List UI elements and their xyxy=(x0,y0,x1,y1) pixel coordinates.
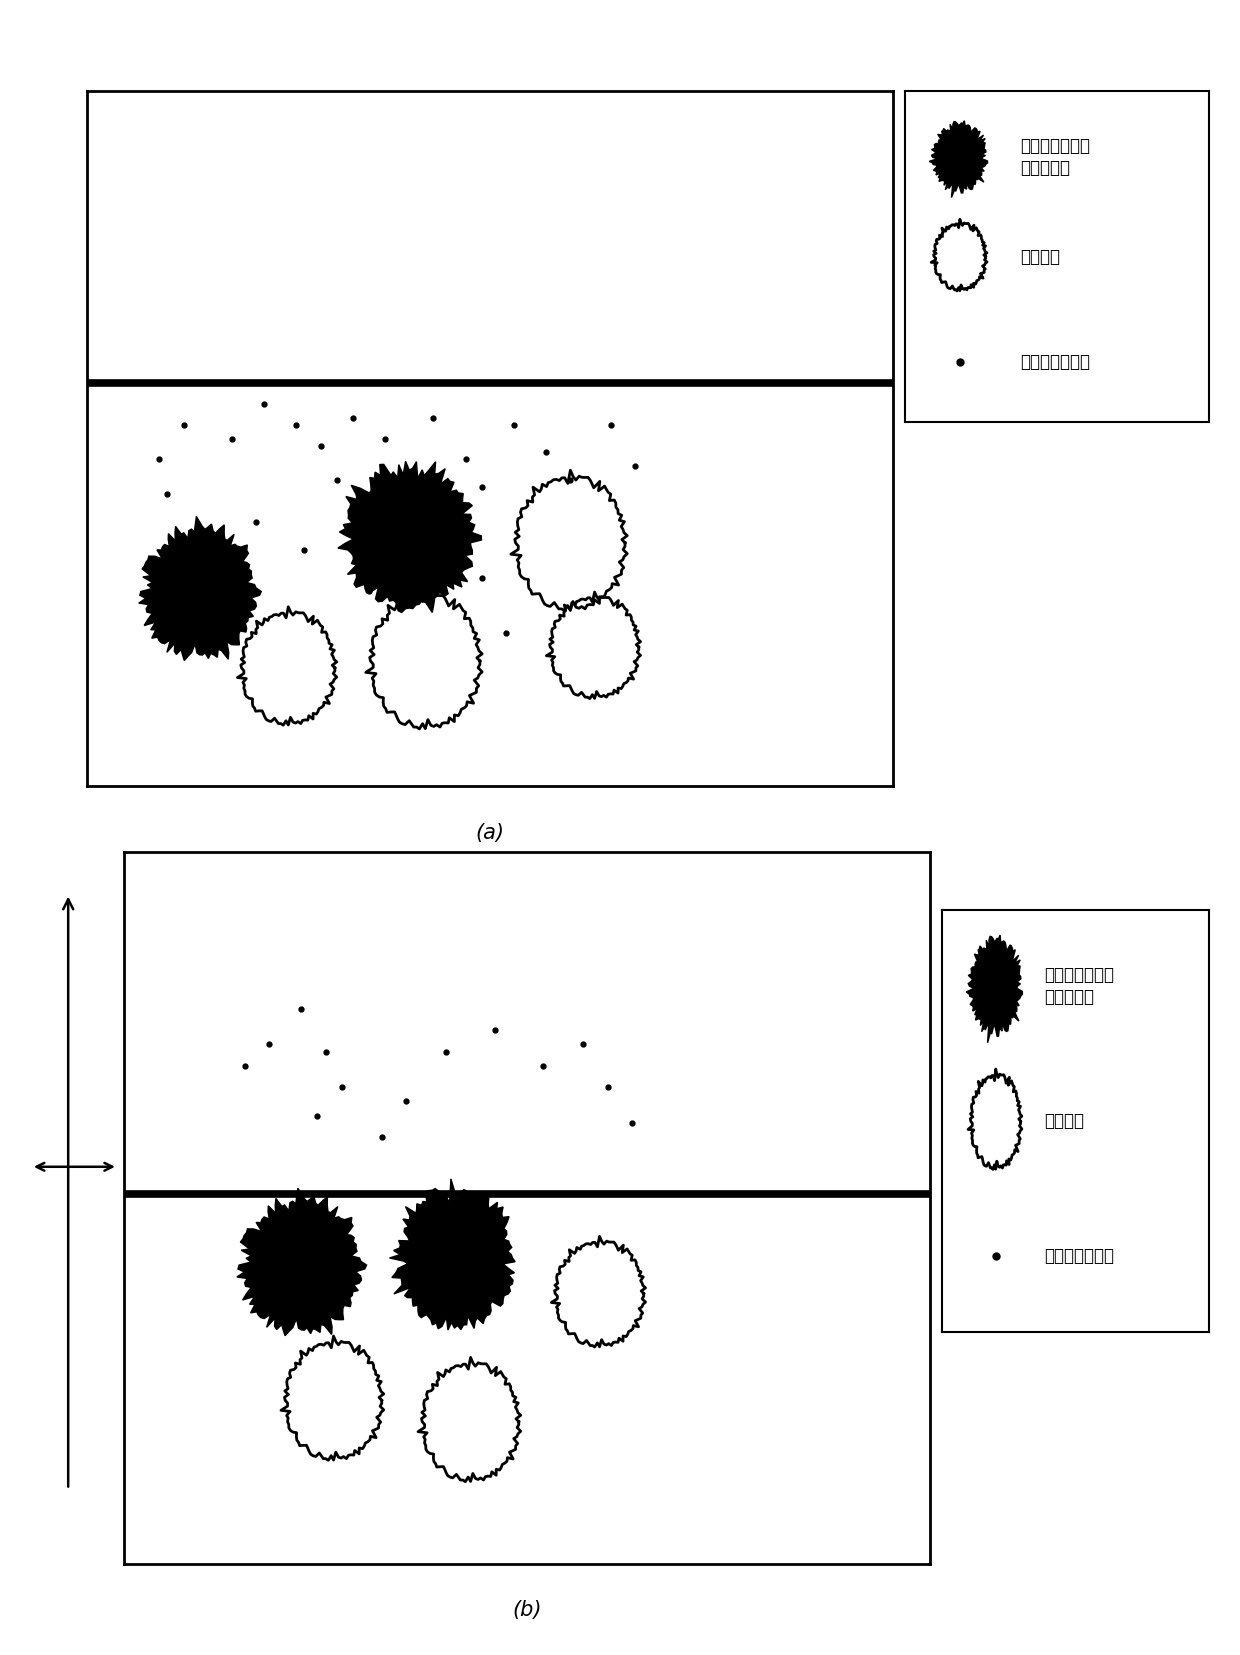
Text: 游离的免疫磁珠: 游离的免疫磁珠 xyxy=(1021,354,1091,371)
Text: 其他细胞: 其他细胞 xyxy=(1044,1112,1084,1130)
Text: 被免疫磁珠标记
的目标细胞: 被免疫磁珠标记 的目标细胞 xyxy=(1044,967,1114,1006)
Text: (a): (a) xyxy=(475,823,505,842)
Polygon shape xyxy=(929,121,987,197)
Text: (b): (b) xyxy=(512,1600,542,1620)
Polygon shape xyxy=(139,516,262,660)
Polygon shape xyxy=(339,462,481,612)
Polygon shape xyxy=(237,1188,367,1336)
Text: 其他细胞: 其他细胞 xyxy=(1021,248,1060,265)
Text: 游离的免疫磁珠: 游离的免疫磁珠 xyxy=(1044,1248,1114,1266)
Text: 被免疫磁珠标记
的目标细胞: 被免疫磁珠标记 的目标细胞 xyxy=(1021,137,1091,177)
Polygon shape xyxy=(966,935,1023,1043)
Polygon shape xyxy=(389,1178,515,1331)
